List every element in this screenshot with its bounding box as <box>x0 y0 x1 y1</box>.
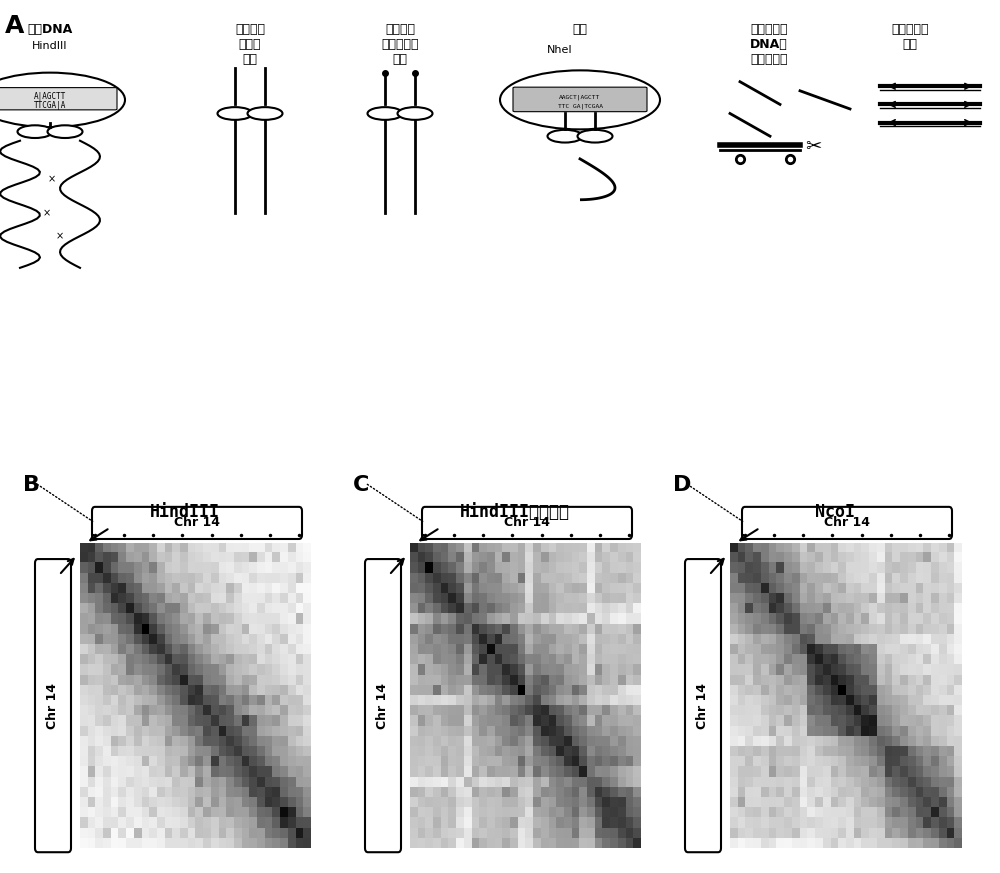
Ellipse shape <box>398 107 433 120</box>
FancyBboxPatch shape <box>35 559 71 852</box>
Text: NheI: NheI <box>547 45 573 55</box>
Text: 连接: 连接 <box>572 23 588 36</box>
Text: TTC GA|TCGAA: TTC GA|TCGAA <box>558 104 602 109</box>
Text: ×: × <box>43 209 51 218</box>
Text: HindIII: HindIII <box>32 41 68 51</box>
Ellipse shape <box>248 107 283 120</box>
Text: NcoI: NcoI <box>815 503 855 521</box>
Text: A|AGCTT: A|AGCTT <box>34 93 66 101</box>
FancyBboxPatch shape <box>685 559 721 852</box>
Text: TTCGA|A: TTCGA|A <box>34 100 66 110</box>
FancyBboxPatch shape <box>422 507 632 539</box>
Text: 补平末端
并用生物素
标记: 补平末端 并用生物素 标记 <box>381 23 419 65</box>
Text: HindIII（重复）: HindIII（重复） <box>460 503 570 521</box>
Ellipse shape <box>578 130 612 142</box>
Text: ✂: ✂ <box>805 137 821 155</box>
Text: 使用双末端
测序: 使用双末端 测序 <box>891 23 929 51</box>
FancyBboxPatch shape <box>92 507 302 539</box>
FancyBboxPatch shape <box>742 507 952 539</box>
Ellipse shape <box>18 126 52 138</box>
Text: Chr 14: Chr 14 <box>376 683 390 729</box>
FancyBboxPatch shape <box>513 87 647 112</box>
Ellipse shape <box>48 126 82 138</box>
Text: Chr 14: Chr 14 <box>46 683 60 729</box>
Text: B: B <box>23 475 40 495</box>
Text: C: C <box>353 475 369 495</box>
Text: Chr 14: Chr 14 <box>504 517 550 529</box>
Text: 用限制性
内切酶
切割: 用限制性 内切酶 切割 <box>235 23 265 65</box>
Text: ×: × <box>47 175 55 184</box>
Text: ×: × <box>56 231 64 241</box>
Text: D: D <box>673 475 691 495</box>
Text: 交联DNA: 交联DNA <box>27 23 73 36</box>
Ellipse shape <box>218 107 252 120</box>
Text: A: A <box>5 14 24 38</box>
Text: HindIII: HindIII <box>150 503 220 521</box>
Ellipse shape <box>548 130 582 142</box>
Text: Chr 14: Chr 14 <box>174 517 220 529</box>
Ellipse shape <box>368 107 402 120</box>
Text: Chr 14: Chr 14 <box>824 517 870 529</box>
FancyBboxPatch shape <box>0 87 117 110</box>
FancyBboxPatch shape <box>365 559 401 852</box>
Text: Chr 14: Chr 14 <box>696 683 710 729</box>
Text: AAGCT|AGCTT: AAGCT|AGCTT <box>559 94 601 100</box>
Text: 纯化并切割
DNA；
拉下生物素: 纯化并切割 DNA； 拉下生物素 <box>750 23 788 65</box>
